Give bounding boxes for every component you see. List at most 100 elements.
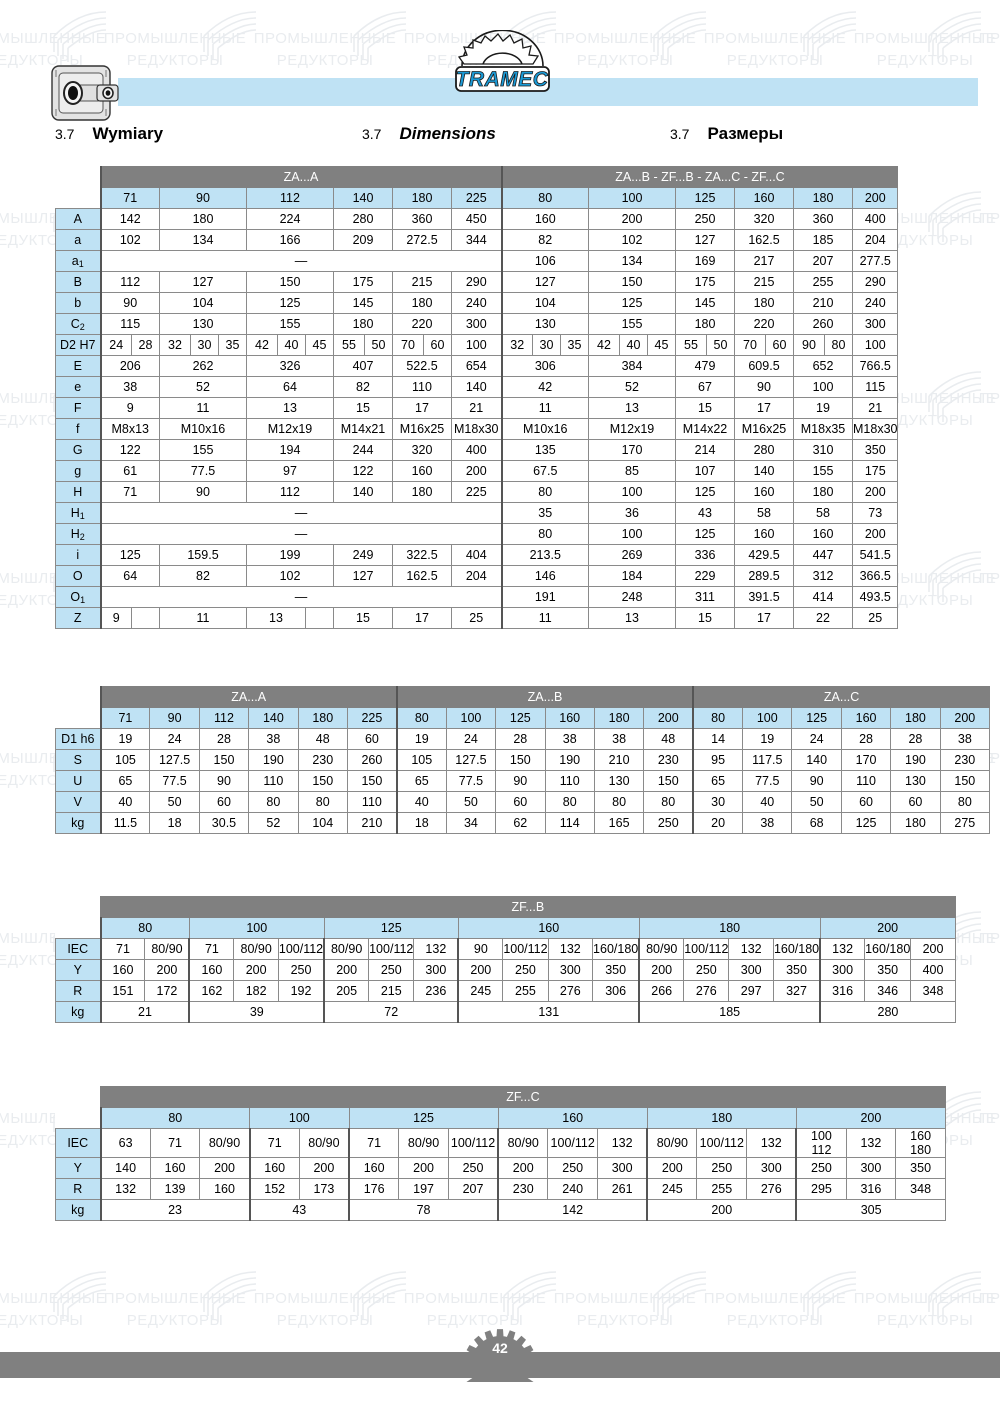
cell-d2: 40 <box>277 334 306 356</box>
dimensions-table-2: ZA...A ZA...B ZA...C 71 90 112 140 180 225 80 100 1… <box>55 686 991 834</box>
cell: 105 <box>395 749 447 771</box>
cell-z: 9 <box>99 607 132 629</box>
cell: 34 <box>445 812 497 834</box>
cell: 127 <box>159 271 247 293</box>
table-row: C2 115 130 155 180 220 300 130 155 180 220 260 300 <box>55 313 899 335</box>
cell: 28 <box>198 728 250 750</box>
cell: 125 <box>246 292 334 314</box>
cell: 250 <box>675 208 735 230</box>
cell: 19 <box>742 728 793 750</box>
cell: 360 <box>392 208 452 230</box>
zfc-cell: 160 <box>348 1157 400 1179</box>
row-label-b: b <box>55 292 101 314</box>
cell: 60 <box>840 791 892 813</box>
cell: 115 <box>851 376 899 398</box>
cell: 180 <box>392 292 452 314</box>
size-header-90: 90 <box>149 707 200 729</box>
zfc-cell: 348 <box>895 1178 946 1200</box>
size-header-112: 112 <box>198 707 250 729</box>
cell-z: 15 <box>675 607 735 629</box>
zfc-cell: 132 <box>746 1128 797 1158</box>
table-row: O1—191 248 311 391.5 414 493.5 <box>55 586 899 608</box>
cell: 213.5 <box>500 544 589 566</box>
cell: 160 <box>500 208 589 230</box>
zfc-cell: 300 <box>746 1157 797 1179</box>
cell: 170 <box>840 749 892 771</box>
table-row: g 61 77.5 97 122 160 200 67.5 85 107 140 155 175 <box>55 460 899 482</box>
cell: 150 <box>939 770 991 792</box>
table-row: kg 11.5 18 30.5 52 104 210 18 34 62 114 165 250 20 38 6… <box>55 812 991 834</box>
cell: 240 <box>851 292 899 314</box>
cell-z: 11 <box>159 607 247 629</box>
cell: 289.5 <box>734 565 794 587</box>
cell: 220 <box>734 313 794 335</box>
cell: 11 <box>159 397 247 419</box>
cell: 24 <box>149 728 200 750</box>
cell: 150 <box>246 271 334 293</box>
zfc-cell: 230 <box>497 1178 549 1200</box>
cell: 194 <box>246 439 334 461</box>
cell: 24 <box>791 728 842 750</box>
cell: 80 <box>297 791 348 813</box>
cell: 30 <box>692 791 744 813</box>
cell: 146 <box>500 565 589 587</box>
cell: 159.5 <box>159 544 247 566</box>
cell: 36 <box>588 502 676 524</box>
zfc-size-100: 100 <box>249 1107 350 1129</box>
size-header-za-a-71: 71 <box>99 187 160 209</box>
cell: 18 <box>149 812 200 834</box>
cell: 175 <box>333 271 393 293</box>
cell: 77.5 <box>445 770 497 792</box>
cell: 493.5 <box>851 586 899 608</box>
zfc-cell: 200 <box>398 1157 449 1179</box>
cell: 155 <box>793 460 853 482</box>
cell: M18x30 <box>851 418 899 440</box>
zfb-cell: 205 <box>323 980 370 1002</box>
zfc-cell: 207 <box>447 1178 499 1200</box>
cell: 90 <box>791 770 842 792</box>
cell-z: 17 <box>734 607 794 629</box>
size-header-zb-160: 160 <box>734 187 794 209</box>
cell: M18x30 <box>451 418 502 440</box>
cell-z: 25 <box>451 607 502 629</box>
cell: 215 <box>392 271 452 293</box>
cell: 77.5 <box>159 460 247 482</box>
zfb-cell-kg: 39 <box>188 1001 325 1023</box>
cell: 48 <box>297 728 348 750</box>
zfb-cell: 100/112 <box>502 938 549 960</box>
zfc-size-180: 180 <box>646 1107 797 1129</box>
cell: 60 <box>198 791 250 813</box>
cell: 90 <box>198 770 250 792</box>
zfc-cell: 100/112 <box>447 1128 499 1158</box>
size-header-200: 200 <box>939 707 991 729</box>
cell: 100 <box>793 376 853 398</box>
cell: 162.5 <box>392 565 452 587</box>
zfc-cell: 173 <box>298 1178 350 1200</box>
zfb-cell: 250 <box>368 959 415 981</box>
zfb-cell: 162 <box>188 980 235 1002</box>
cell: 184 <box>588 565 676 587</box>
zfc-cell: 160 <box>248 1157 300 1179</box>
cell: 24 <box>445 728 497 750</box>
cell: 344 <box>451 229 502 251</box>
cell: 97 <box>246 460 334 482</box>
cell: 199 <box>246 544 334 566</box>
cell: 185 <box>793 229 853 251</box>
cell: 14 <box>692 728 744 750</box>
cell: 18 <box>395 812 447 834</box>
zfb-cell: 132 <box>413 938 459 960</box>
zfc-cell: 200 <box>298 1157 350 1179</box>
cell: 17 <box>734 397 794 419</box>
row-label-o1: O1 <box>55 586 101 608</box>
watermark-fan-icon <box>194 1266 260 1326</box>
table-row: 80 100 125 160 180 200 <box>55 917 956 939</box>
size-header-zb-100: 100 <box>588 187 676 209</box>
watermark-fan-icon <box>919 1266 985 1326</box>
cell-d2: 100 <box>451 334 502 356</box>
zfb-cell: 100/112 <box>277 938 325 960</box>
cell: 122 <box>333 460 393 482</box>
zfb-cell: 100/112 <box>368 938 415 960</box>
zfb-cell: 151 <box>99 980 146 1002</box>
cell: 58 <box>793 502 853 524</box>
